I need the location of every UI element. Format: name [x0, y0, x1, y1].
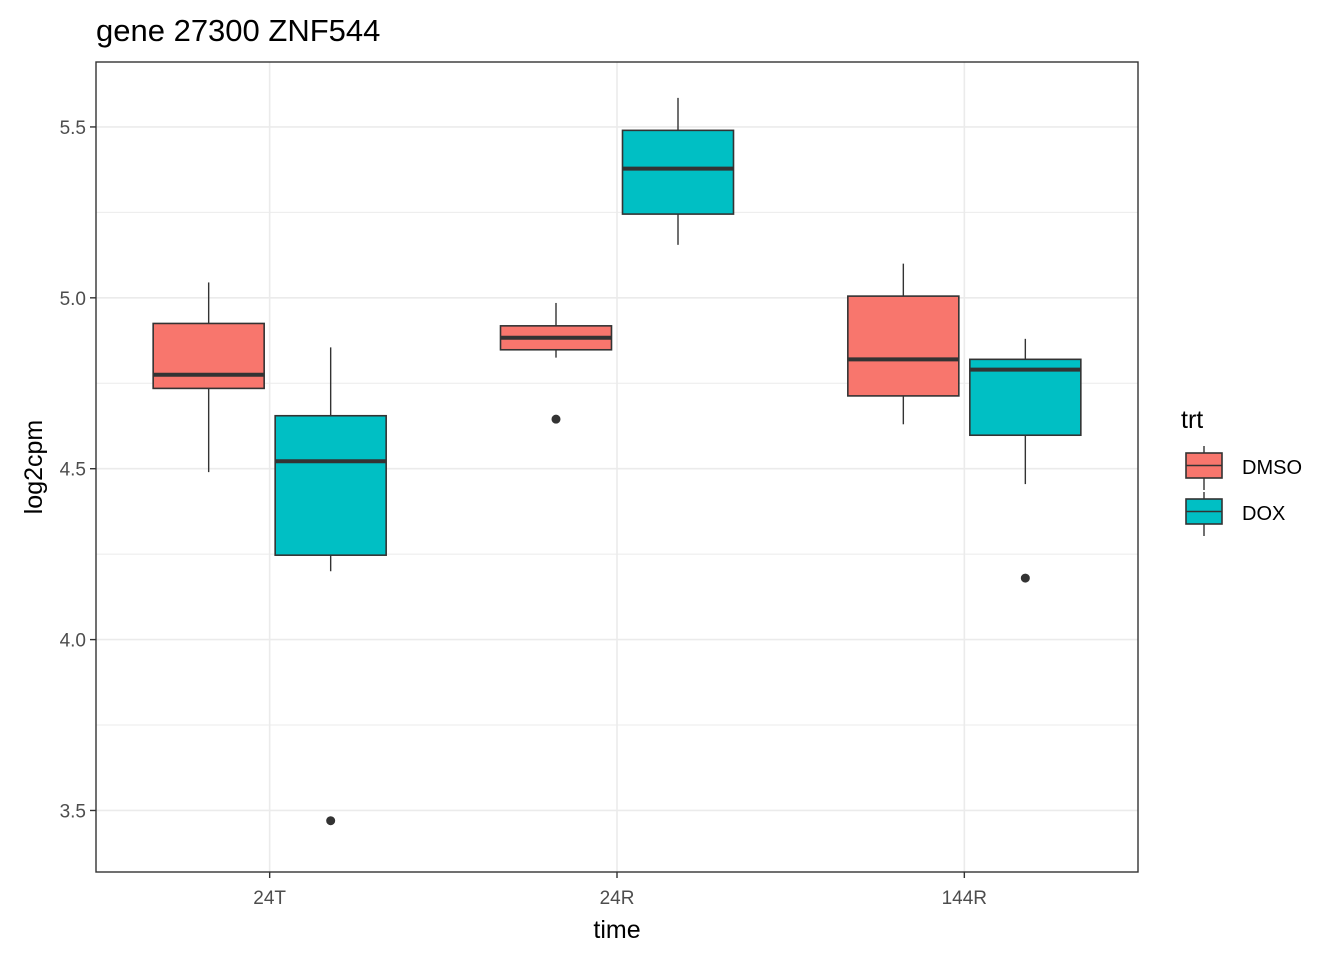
legend-item-dmso: DMSO — [1185, 446, 1302, 490]
x-axis: 24T 24R 144R — [253, 872, 987, 909]
y-tick-label: 4.0 — [60, 631, 86, 652]
box-dox-144r — [969, 338, 1082, 583]
box-dmso-24t — [152, 282, 265, 473]
legend-title: trt — [1181, 406, 1203, 434]
outlier-point — [1020, 573, 1030, 583]
box-body — [152, 322, 265, 390]
y-tick-label: 5.0 — [60, 289, 86, 310]
legend-label: DMSO — [1242, 457, 1302, 479]
y-tick-label: 4.5 — [60, 460, 86, 481]
x-tick-label: 24R — [600, 888, 635, 909]
legend-item-dox: DOX — [1185, 492, 1285, 536]
box-body — [847, 295, 960, 397]
x-tick-label: 24T — [253, 888, 286, 909]
box-body — [969, 358, 1082, 437]
legend-label: DOX — [1242, 503, 1285, 525]
y-tick-label: 5.5 — [60, 118, 86, 139]
y-tick-label: 3.5 — [60, 801, 86, 822]
box-body — [274, 414, 387, 556]
outlier-point — [326, 816, 336, 826]
legend: trt DMSO DOX — [1181, 406, 1302, 536]
box-groups — [152, 97, 1082, 826]
box-body — [621, 129, 735, 215]
box-dox-24t — [274, 347, 387, 826]
grid-lines — [96, 62, 1138, 872]
x-axis-title: time — [593, 916, 640, 944]
box-dox-24r — [621, 97, 735, 245]
box-dmso-24r — [499, 302, 613, 424]
chart-title: gene 27300 ZNF544 — [96, 13, 380, 48]
outlier-point — [551, 414, 561, 424]
box-dmso-144r — [847, 263, 960, 425]
y-axis: 3.5 4.0 4.5 5.0 5.5 — [60, 118, 96, 822]
x-tick-label: 144R — [942, 888, 987, 909]
y-axis-title: log2cpm — [20, 420, 48, 515]
